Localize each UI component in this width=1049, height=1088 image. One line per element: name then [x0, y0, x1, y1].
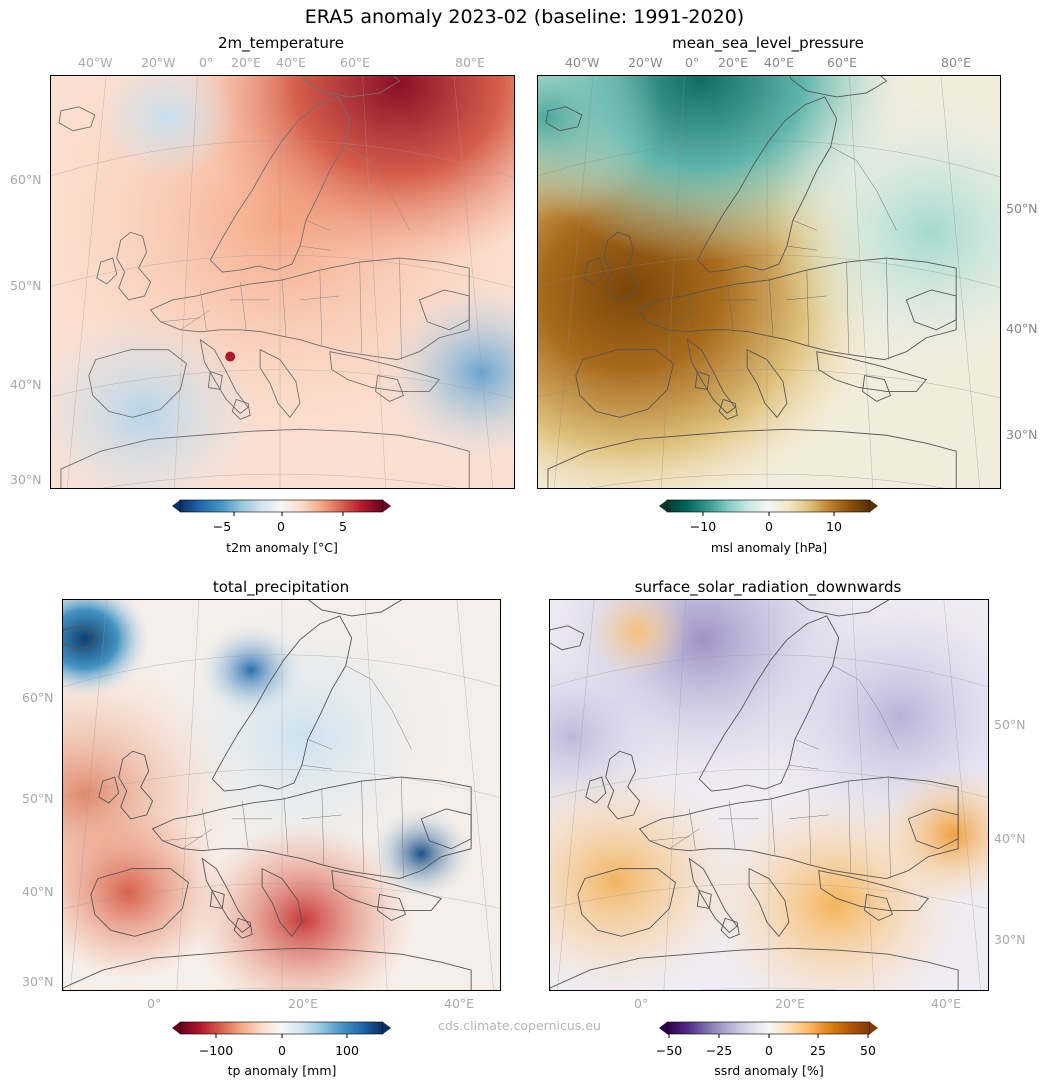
lon-label: 60°E — [340, 55, 371, 70]
colorbar-tick: −25 — [705, 1043, 733, 1058]
lon-label: 40°E — [444, 996, 475, 1011]
map-t2m — [50, 75, 515, 489]
colorbar-tick: −100 — [198, 1043, 234, 1058]
lat-label: 50°N — [22, 791, 54, 806]
lon-label: 80°E — [455, 55, 486, 70]
lon-label: 40°W — [78, 55, 113, 70]
lon-label: 0° — [634, 996, 649, 1011]
lon-label: 40°E — [931, 996, 962, 1011]
panel-title-msl: mean_sea_level_pressure — [672, 34, 864, 52]
colorbar-tick: 25 — [810, 1043, 826, 1058]
figure-title: ERA5 anomaly 2023-02 (baseline: 1991-202… — [304, 6, 745, 28]
lat-label: 30°N — [10, 472, 42, 487]
lon-label: 20°W — [141, 55, 176, 70]
lon-label: 20°E — [288, 996, 319, 1011]
lon-label: 0° — [199, 55, 214, 70]
lon-label: 20°E — [231, 55, 262, 70]
lon-label: 60°E — [827, 55, 858, 70]
colorbar-tick: 0 — [277, 519, 285, 534]
source-credit: cds.climate.copernicus.eu — [438, 1018, 601, 1033]
map-tp — [62, 599, 501, 991]
lat-label: 50°N — [1006, 201, 1038, 216]
colorbar-label: tp anomaly [mm] — [227, 1063, 337, 1078]
lat-label: 50°N — [994, 717, 1026, 732]
colorbar-msl — [659, 499, 879, 516]
panel-title-ssrd: surface_solar_radiation_downwards — [634, 578, 902, 596]
lat-label: 30°N — [22, 974, 54, 989]
colorbar-ssrd — [659, 1021, 879, 1038]
lat-label: 40°N — [994, 831, 1026, 846]
lon-label: 40°E — [276, 55, 307, 70]
colorbar-extend-max — [383, 500, 391, 512]
colorbar-tick: 100 — [335, 1043, 359, 1058]
colorbar-extend-min — [659, 500, 667, 512]
colorbar-label: t2m anomaly [°C] — [226, 540, 338, 555]
panel-title-t2m: 2m_temperature — [218, 34, 344, 52]
colorbar-tick: −5 — [212, 519, 232, 534]
colorbar-tick: 50 — [860, 1043, 876, 1058]
panel-title-tp: total_precipitation — [212, 578, 350, 596]
colorbar-tick: 0 — [278, 1043, 286, 1058]
colorbar-t2m — [172, 499, 392, 516]
lat-label: 50°N — [10, 278, 42, 293]
colorbar-label: ssrd anomaly [%] — [714, 1063, 824, 1078]
colorbar-extend-max — [383, 1022, 391, 1034]
colorbar-extend-max — [870, 500, 878, 512]
colorbar-tp — [172, 1021, 392, 1038]
colorbar-extend-min — [659, 1022, 667, 1034]
lon-label: 20°E — [775, 996, 806, 1011]
colorbar-tick: 0 — [765, 1043, 773, 1058]
map-ssrd — [549, 599, 989, 991]
lon-label: 20°E — [718, 55, 749, 70]
lat-label: 30°N — [1006, 427, 1038, 442]
colorbar-extend-min — [172, 1022, 180, 1034]
lat-label: 40°N — [22, 884, 54, 899]
lon-label: 0° — [147, 996, 162, 1011]
lon-label: 20°W — [628, 55, 663, 70]
lon-label: 40°E — [764, 55, 795, 70]
colorbar-label: msl anomaly [hPa] — [710, 540, 828, 555]
lat-label: 40°N — [10, 377, 42, 392]
colorbar-tick: 5 — [339, 519, 347, 534]
colorbar-extend-min — [172, 500, 180, 512]
colorbar-tick: −10 — [689, 519, 717, 534]
lat-label: 30°N — [994, 932, 1026, 947]
lat-label: 60°N — [10, 172, 42, 187]
lon-label: 0° — [685, 55, 700, 70]
lat-label: 60°N — [22, 690, 54, 705]
colorbar-extend-max — [870, 1022, 878, 1034]
colorbar-tick: −50 — [655, 1043, 683, 1058]
colorbar-tick: 0 — [765, 519, 773, 534]
map-msl — [537, 75, 1001, 489]
lat-label: 40°N — [1006, 321, 1038, 336]
lon-label: 80°E — [941, 55, 972, 70]
lon-label: 40°W — [565, 55, 600, 70]
colorbar-tick: 10 — [826, 519, 842, 534]
